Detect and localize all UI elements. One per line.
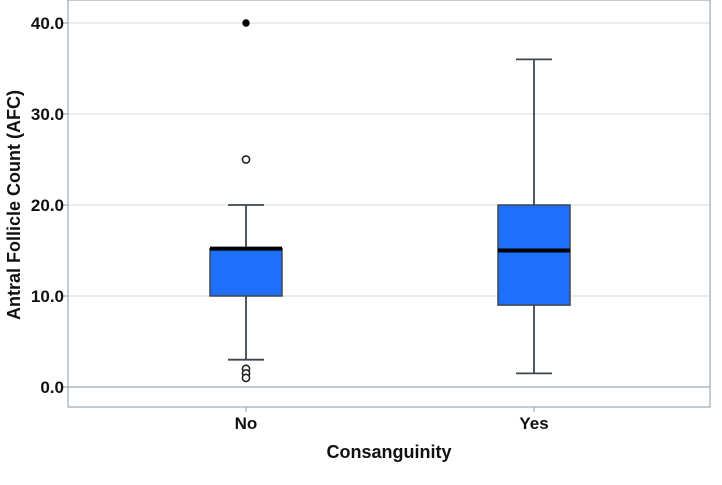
boxes [209,19,571,383]
x-axis: No Yes [235,407,549,433]
plot-area-frame [67,0,711,408]
y-tick-label: 0.0 [40,378,64,397]
x-tick-label: Yes [519,414,548,433]
extreme-point [242,19,250,27]
x-tick-label: No [235,414,258,433]
outlier-point [241,155,251,164]
y-axis-title: Antral Follicle Count (AFC) [4,90,24,320]
y-tick-label: 40.0 [31,14,64,33]
outlier-point [241,373,251,383]
grid-lines [68,22,710,388]
box-group-no [209,19,283,383]
y-tick-label: 30.0 [31,105,64,124]
box-iqr [497,204,571,306]
box-iqr [209,247,283,297]
y-axis: 0.0 10.0 20.0 30.0 40.0 [31,14,68,397]
y-tick-label: 20.0 [31,196,64,215]
x-axis-title: Consanguinity [327,442,452,462]
y-tick-label: 10.0 [31,287,64,306]
box-group-yes [497,58,571,375]
